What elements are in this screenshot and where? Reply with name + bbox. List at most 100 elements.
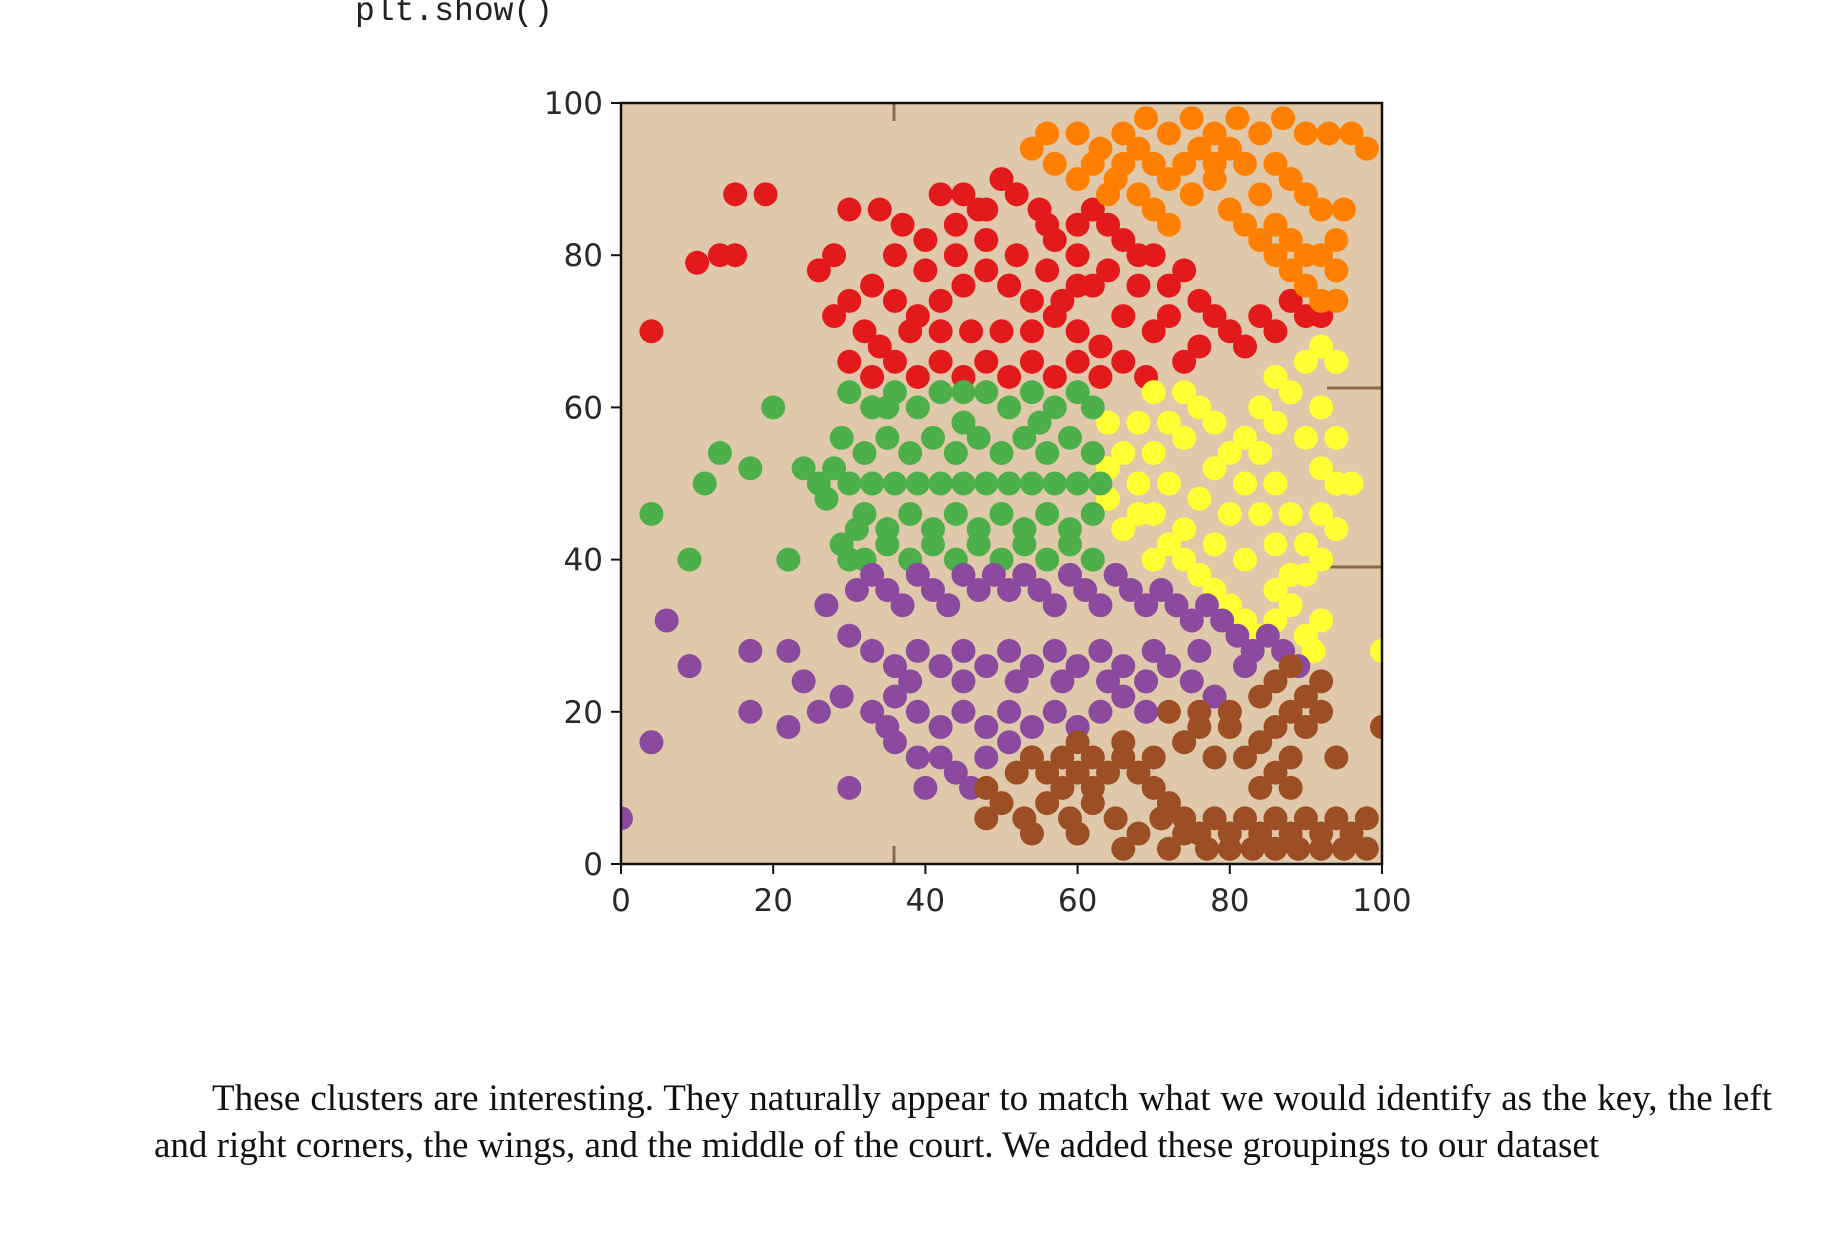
scatter-chart: 0 20 40 60 80 100 0 20 40 60 80 100 <box>544 86 1412 919</box>
scatter-point <box>791 456 816 481</box>
scatter-point <box>1263 364 1288 389</box>
scatter-point <box>1233 654 1258 679</box>
x-tick-label: 80 <box>1210 883 1249 919</box>
scatter-point <box>1035 501 1060 526</box>
scatter-point <box>860 273 885 298</box>
scatter-point <box>905 699 930 724</box>
scatter-point <box>951 562 976 587</box>
scatter-point <box>867 334 892 359</box>
scatter-point <box>723 243 748 268</box>
scatter-point <box>822 456 847 481</box>
scatter-point <box>1179 669 1204 694</box>
scatter-point <box>1217 501 1242 526</box>
scatter-point <box>837 380 862 405</box>
scatter-point <box>860 471 885 496</box>
scatter-point <box>913 775 938 800</box>
scatter-point <box>837 197 862 222</box>
scatter-point <box>677 547 702 572</box>
scatter-point <box>1027 578 1052 603</box>
scatter-point <box>974 227 999 252</box>
scatter-point <box>1263 212 1288 237</box>
scatter-point <box>959 319 984 344</box>
scatter-point <box>707 441 732 466</box>
scatter-point <box>1156 212 1181 237</box>
scatter-point <box>951 380 976 405</box>
scatter-point <box>1141 775 1166 800</box>
scatter-point <box>1073 578 1098 603</box>
scatter-point <box>989 791 1014 816</box>
scatter-point <box>1278 654 1303 679</box>
scatter-point <box>905 364 930 389</box>
scatter-point <box>1278 501 1303 526</box>
scatter-point <box>905 562 930 587</box>
scatter-point <box>1278 380 1303 405</box>
scatter-point <box>981 562 1006 587</box>
scatter-point <box>1202 121 1227 146</box>
scatter-point <box>997 730 1022 755</box>
scatter-point <box>997 273 1022 298</box>
scatter-point <box>1194 593 1219 618</box>
scatter-point <box>1172 425 1197 450</box>
scatter-point <box>1126 136 1151 161</box>
scatter-point <box>928 654 953 679</box>
scatter-point <box>1019 349 1044 374</box>
scatter-point <box>921 532 946 557</box>
scatter-point <box>1118 578 1143 603</box>
scatter-point <box>677 654 702 679</box>
scatter-point <box>1271 106 1296 131</box>
scatter-point <box>723 182 748 207</box>
scatter-point <box>1202 532 1227 557</box>
scatter-point <box>1248 730 1273 755</box>
scatter-point <box>875 425 900 450</box>
scatter-point <box>1309 669 1334 694</box>
scatter-point <box>1293 715 1318 740</box>
scatter-point <box>852 441 877 466</box>
scatter-point <box>1293 806 1318 831</box>
scatter-point <box>913 227 938 252</box>
scatter-point <box>951 699 976 724</box>
scatter-point <box>806 471 831 496</box>
scatter-point <box>1278 227 1303 252</box>
scatter-point <box>1065 471 1090 496</box>
scatter-point <box>882 288 907 313</box>
scatter-point <box>1035 547 1060 572</box>
scatter-point <box>1172 151 1197 176</box>
scatter-point <box>928 319 953 344</box>
scatter-point <box>1324 425 1349 450</box>
scatter-point <box>1233 547 1258 572</box>
scatter-point <box>860 699 885 724</box>
scatter-point <box>1263 806 1288 831</box>
scatter-point <box>997 578 1022 603</box>
scatter-point <box>837 775 862 800</box>
scatter-point <box>1286 836 1311 861</box>
scatter-point <box>898 501 923 526</box>
scatter-point <box>1324 288 1349 313</box>
scatter-point <box>1141 243 1166 268</box>
scatter-point <box>1096 212 1121 237</box>
scatter-point <box>882 684 907 709</box>
scatter-point <box>882 243 907 268</box>
scatter-point <box>1202 410 1227 435</box>
scatter-point <box>1126 410 1151 435</box>
scatter-point <box>1324 349 1349 374</box>
scatter-point <box>1065 654 1090 679</box>
scatter-point <box>806 699 831 724</box>
scatter-point <box>1141 197 1166 222</box>
scatter-point <box>1111 121 1136 146</box>
body-paragraph: These clusters are interesting. They nat… <box>154 1078 1772 1166</box>
scatter-point <box>928 745 953 770</box>
scatter-point <box>1293 273 1318 298</box>
scatter-point <box>1111 441 1136 466</box>
scatter-point <box>1248 395 1273 420</box>
scatter-point <box>1042 151 1067 176</box>
scatter-point <box>1141 380 1166 405</box>
scatter-point <box>928 380 953 405</box>
scatter-point <box>875 715 900 740</box>
scatter-point <box>1179 608 1204 633</box>
scatter-point <box>1111 304 1136 329</box>
scatter-point <box>806 258 831 283</box>
scatter-point <box>1217 836 1242 861</box>
scatter-point <box>1134 593 1159 618</box>
scatter-point <box>1126 501 1151 526</box>
scatter-point <box>997 699 1022 724</box>
